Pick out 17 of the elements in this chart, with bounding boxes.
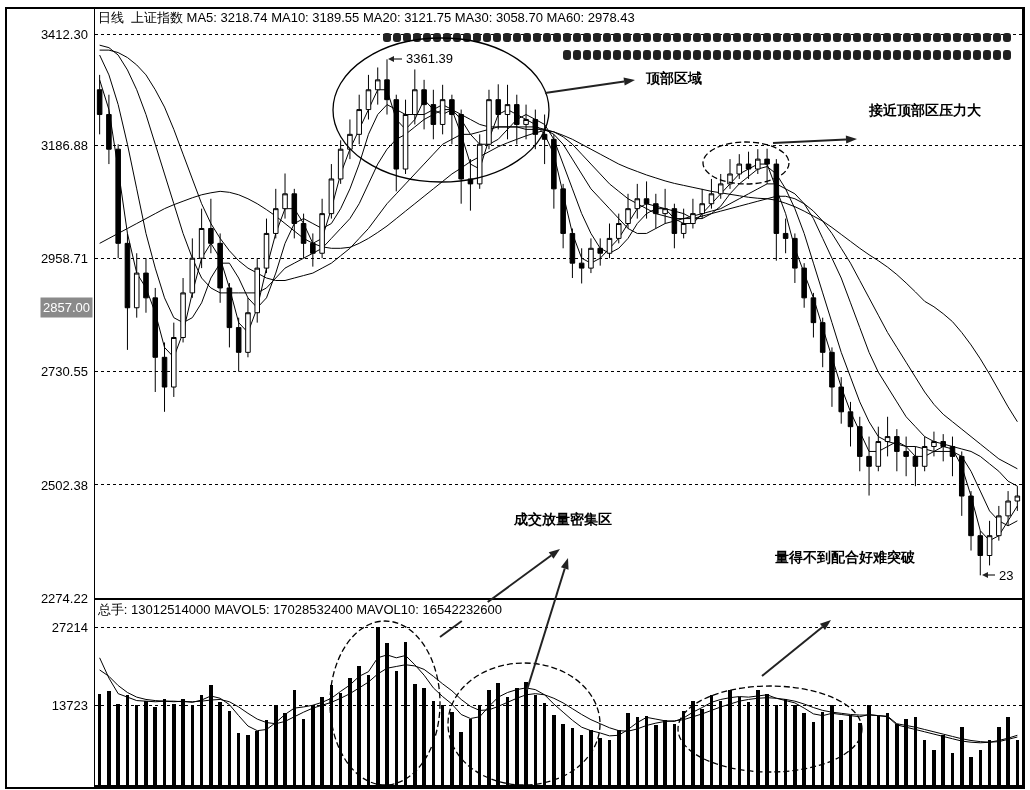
y-tick-label: 13723 (51, 698, 88, 714)
annotation: 接近顶部区压力大 (868, 102, 982, 118)
y-tick-label: 3412.30 (40, 26, 88, 42)
chart-title: 总手: 13012514000 MAVOL5: 17028532400 MAVOL10: 16542232600 (96, 601, 503, 617)
y-tick-label: 3186.88 (40, 138, 88, 154)
chart-title: 日线 上证指数 MA5: 3218.74 MA10: 3189.55 MA20: 3121.75 MA30: 3058.70 MA60: 2978.43 (97, 9, 635, 25)
y-tick-label: 2274.22 (40, 590, 88, 606)
annotation: 量得不到配合好难突破 (774, 549, 916, 565)
annotation: 成交放量密集区 (513, 511, 612, 527)
annotation: 23 (999, 568, 1014, 583)
y-tick-label: 2958.71 (40, 251, 88, 267)
annotation: 3361.39 (406, 51, 453, 66)
text: 2857.00 (43, 300, 90, 315)
y-tick-label: 27214 (51, 620, 88, 636)
y-tick-label: 2502.38 (40, 477, 88, 493)
annotation: 顶部区域 (645, 70, 702, 86)
y-tick-label: 2730.55 (40, 364, 88, 380)
